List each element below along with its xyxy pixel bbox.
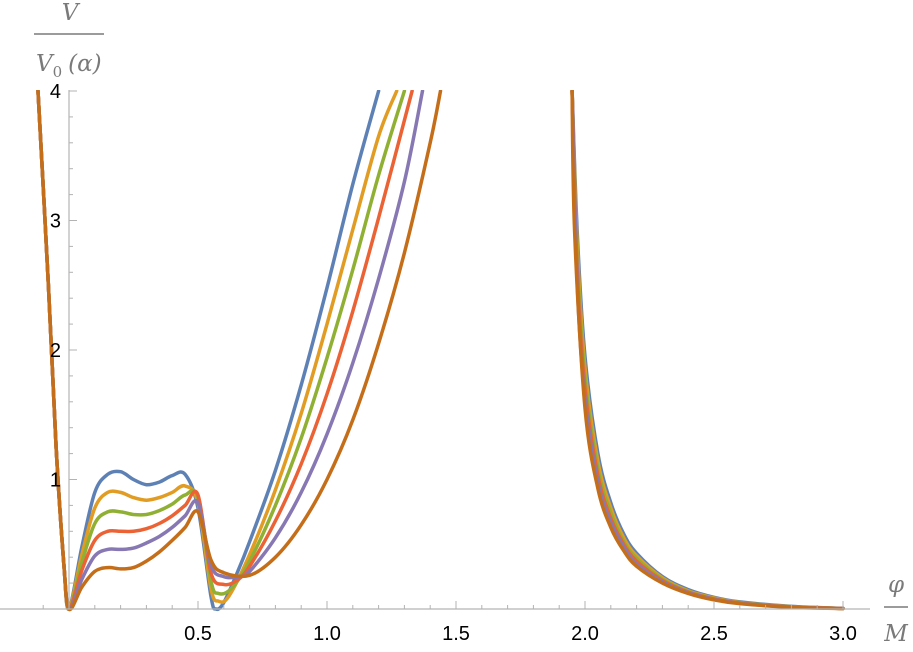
x-axis-label-denominator: M (883, 621, 909, 647)
x-tick-label: 1.0 (313, 623, 341, 645)
y-tick-label: 1 (50, 470, 61, 492)
y-tick-label: 2 (50, 340, 61, 362)
x-tick-label: 2.0 (571, 623, 599, 645)
y-axis-label-denominator: V0 (α) (36, 51, 102, 81)
y-axis-label: V V0 (α) (34, 0, 104, 81)
series-line-12 (570, 90, 845, 611)
tick-labels: 0.5 1.0 1.5 2.0 2.5 3.0 1 2 3 4 (50, 81, 857, 645)
series-line-6 (36, 90, 443, 612)
x-tick-label: 0.5 (184, 623, 212, 645)
y-tick-label: 3 (50, 211, 61, 233)
x-tick-label: 3.0 (829, 623, 857, 645)
y-axis-label-numerator: V (62, 0, 81, 26)
y-tick-label: 4 (50, 81, 61, 103)
y-axis-label-denominator-symbol: V (36, 51, 55, 77)
x-tick-label: 2.5 (700, 623, 728, 645)
axis-ticks (42, 90, 844, 609)
x-axis-label: φ M (883, 572, 909, 647)
y-axis-label-denominator-argument: (α) (68, 51, 101, 77)
series-line-3 (36, 90, 407, 611)
x-axis-label-numerator: φ (888, 572, 905, 598)
series-line-5 (36, 90, 425, 611)
series-curves (36, 90, 845, 612)
y-axis-label-denominator-subscript: 0 (53, 63, 63, 81)
x-tick-label: 1.5 (442, 623, 470, 645)
